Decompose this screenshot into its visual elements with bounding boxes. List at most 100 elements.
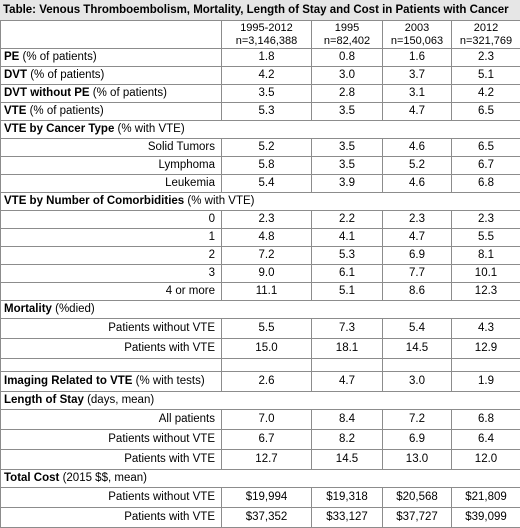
cell: 9.0 — [222, 265, 312, 283]
cell: 2.3 — [383, 211, 452, 229]
cell: 12.0 — [452, 450, 520, 470]
row-label: 0 — [1, 211, 222, 229]
cell: $37,727 — [383, 508, 452, 528]
cell: 4.7 — [312, 372, 383, 392]
section-total-cost: Total Cost (2015 $$, mean) — [1, 470, 520, 488]
cell: 3.0 — [312, 67, 383, 85]
cell: 6.8 — [452, 410, 520, 430]
cell: 5.2 — [383, 157, 452, 175]
label-bold: DVT without PE — [4, 87, 90, 99]
header-year: 1995-2012 — [240, 22, 293, 34]
row-label: Lymphoma — [1, 157, 222, 175]
label-bold: DVT — [4, 69, 27, 81]
label-bold: VTE — [4, 105, 26, 117]
cell: 8.2 — [312, 430, 383, 450]
cell: 4.1 — [312, 229, 383, 247]
row-label: Leukemia — [1, 175, 222, 193]
cell: 6.5 — [452, 103, 520, 121]
row-label: VTE (% of patients) — [1, 103, 222, 121]
row-cost-with-vte: Patients with VTE $37,352 $33,127 $37,72… — [1, 508, 520, 528]
row-label: DVT (% of patients) — [1, 67, 222, 85]
row-los-all: All patients 7.0 8.4 7.2 6.8 — [1, 410, 520, 430]
cell: 6.5 — [452, 139, 520, 157]
row-label: Patients without VTE — [1, 319, 222, 339]
row-comorbid-3: 3 9.0 6.1 7.7 10.1 — [1, 265, 520, 283]
cell: 2.2 — [312, 211, 383, 229]
cell: 2.3 — [222, 211, 312, 229]
row-pe: PE (% of patients) 1.8 0.8 1.6 2.3 — [1, 49, 520, 67]
label-rest: (2015 $$, mean) — [59, 472, 147, 484]
cell: $19,318 — [312, 488, 383, 508]
row-los-with-vte: Patients with VTE 12.7 14.5 13.0 12.0 — [1, 450, 520, 470]
cell: 4.7 — [383, 229, 452, 247]
cell: 2.3 — [452, 211, 520, 229]
cell: 6.9 — [383, 247, 452, 265]
cell: 18.1 — [312, 339, 383, 359]
row-dvt-without-pe: DVT without PE (% of patients) 3.5 2.8 3… — [1, 85, 520, 103]
header-n: n=82,402 — [324, 35, 370, 47]
header-blank — [1, 21, 222, 49]
label-bold: Mortality — [4, 303, 52, 315]
cell: 8.4 — [312, 410, 383, 430]
cell: 11.1 — [222, 283, 312, 301]
cell: 6.4 — [452, 430, 520, 450]
cell: 3.5 — [312, 157, 383, 175]
row-leukemia: Leukemia 5.4 3.9 4.6 6.8 — [1, 175, 520, 193]
cell: 12.3 — [452, 283, 520, 301]
cell: 4.7 — [383, 103, 452, 121]
section-heading: VTE by Number of Comorbidities (% with V… — [1, 193, 520, 211]
label-rest: (%died) — [52, 303, 95, 315]
cell: $39,099 — [452, 508, 520, 528]
row-dvt: DVT (% of patients) 4.2 3.0 3.7 5.1 — [1, 67, 520, 85]
row-label: Patients without VTE — [1, 488, 222, 508]
spacer-cell — [312, 359, 383, 372]
cell: 5.4 — [222, 175, 312, 193]
cell: 6.7 — [222, 430, 312, 450]
row-solid-tumors: Solid Tumors 5.2 3.5 4.6 6.5 — [1, 139, 520, 157]
row-label: 4 or more — [1, 283, 222, 301]
label-rest: (% of patients) — [19, 51, 96, 63]
section-length-of-stay: Length of Stay (days, mean) — [1, 392, 520, 410]
header-n: n=150,063 — [391, 35, 443, 47]
cell: 4.6 — [383, 139, 452, 157]
section-heading: Mortality (%died) — [1, 301, 520, 319]
cell: $20,568 — [383, 488, 452, 508]
label-rest: (days, mean) — [84, 394, 154, 406]
cell: 13.0 — [383, 450, 452, 470]
cell: 7.2 — [383, 410, 452, 430]
row-label: DVT without PE (% of patients) — [1, 85, 222, 103]
row-label: Patients with VTE — [1, 450, 222, 470]
cell: 3.1 — [383, 85, 452, 103]
cell: 1.9 — [452, 372, 520, 392]
header-n: n=3,146,388 — [236, 35, 297, 47]
cell: 5.1 — [312, 283, 383, 301]
section-heading: Length of Stay (days, mean) — [1, 392, 520, 410]
row-label: Imaging Related to VTE (% with tests) — [1, 372, 222, 392]
row-label: 2 — [1, 247, 222, 265]
row-label: Patients with VTE — [1, 339, 222, 359]
label-rest: (% of patients) — [90, 87, 167, 99]
row-imaging: Imaging Related to VTE (% with tests) 2.… — [1, 372, 520, 392]
row-label: PE (% of patients) — [1, 49, 222, 67]
row-los-without-vte: Patients without VTE 6.7 8.2 6.9 6.4 — [1, 430, 520, 450]
cell: 4.2 — [222, 67, 312, 85]
spacer-cell — [452, 359, 520, 372]
row-vte: VTE (% of patients) 5.3 3.5 4.7 6.5 — [1, 103, 520, 121]
row-comorbid-0: 0 2.3 2.2 2.3 2.3 — [1, 211, 520, 229]
cell: 15.0 — [222, 339, 312, 359]
cell: 2.8 — [312, 85, 383, 103]
label-rest: (% with VTE) — [114, 123, 184, 135]
cell: 7.7 — [383, 265, 452, 283]
label-bold: VTE by Number of Comorbidities — [4, 195, 184, 207]
cell: 14.5 — [383, 339, 452, 359]
row-lymphoma: Lymphoma 5.8 3.5 5.2 6.7 — [1, 157, 520, 175]
cell: 1.8 — [222, 49, 312, 67]
cell: 12.9 — [452, 339, 520, 359]
section-cancer-type: VTE by Cancer Type (% with VTE) — [1, 121, 520, 139]
cell: 3.5 — [222, 85, 312, 103]
